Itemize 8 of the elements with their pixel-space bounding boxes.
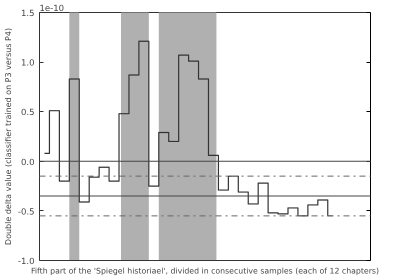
y-tick-label: 1.5 <box>20 9 35 19</box>
y-tick-label: 0.0 <box>20 158 35 168</box>
y-tick-label: 1.0 <box>20 58 35 69</box>
y-tick-label: -1.0 <box>18 257 35 267</box>
y-tick-label: 0.5 <box>20 108 35 118</box>
y-axis-title: Double delta value (classifier trained on P3 versus P4) <box>4 28 13 246</box>
y-tick-label: -0.5 <box>18 207 35 218</box>
annotation: 1e-10 <box>40 4 64 14</box>
